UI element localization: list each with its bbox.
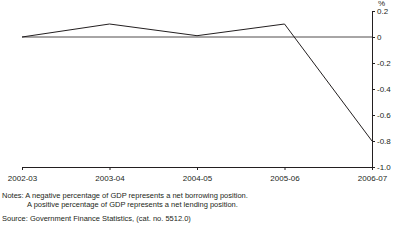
y-tick: -0.2: [372, 59, 391, 68]
x-tick-mark: [285, 167, 286, 170]
y-tick-mark: [372, 89, 375, 90]
x-tick: 2002-03: [8, 167, 38, 183]
x-tick-mark: [110, 167, 111, 170]
x-tick: 2005-06: [270, 167, 300, 183]
y-tick-label: -0.8: [377, 137, 391, 146]
note: A positive percentage of GDP represents …: [27, 200, 238, 209]
y-tick: 0.2: [372, 7, 389, 16]
x-tick-label: 2004-05: [183, 174, 213, 183]
y-tick-mark: [372, 11, 375, 12]
x-tick: 2003-04: [95, 167, 125, 183]
y-axis-line: [373, 12, 376, 168]
chart: 0.20-0.2-0.4-0.6-0.8-1.0%2002-032003-042…: [0, 0, 397, 227]
y-tick: -0.6: [372, 111, 391, 120]
y-tick: -0.4: [372, 85, 391, 94]
y-tick-mark: [372, 141, 375, 142]
y-tick-label: 0.2: [377, 7, 389, 16]
y-tick-mark: [372, 37, 375, 38]
source: Source: Government Finance Statistics, (…: [2, 214, 191, 223]
y-tick: -0.8: [372, 137, 391, 146]
y-tick-mark: [372, 63, 375, 64]
note: Notes: A negative percentage of GDP repr…: [2, 191, 248, 200]
y-tick: -1.0: [372, 163, 391, 172]
x-tick-mark: [372, 167, 373, 170]
y-tick-label: 0: [377, 33, 382, 42]
y-tick-mark: [372, 115, 375, 116]
y-tick-label: -0.2: [377, 59, 391, 68]
x-tick: 2004-05: [183, 167, 213, 183]
x-tick-label: 2006-07: [358, 174, 388, 183]
x-tick-mark: [197, 167, 198, 170]
data-line: [22, 24, 372, 141]
x-tick-label: 2002-03: [8, 174, 38, 183]
x-tick: 2006-07: [358, 167, 388, 183]
x-tick-mark: [22, 167, 23, 170]
y-tick: 0: [372, 33, 382, 42]
y-tick-label: -1.0: [377, 163, 391, 172]
x-tick-label: 2005-06: [270, 174, 300, 183]
plot-area: [22, 24, 372, 141]
y-tick-label: -0.6: [377, 111, 391, 120]
y-axis: 0.2 0 -0.2 -0.4 -0.6 -0.8 -1.0: [372, 7, 391, 172]
y-tick-label: -0.4: [377, 85, 391, 94]
zero-line: [22, 37, 372, 38]
y-axis-title: %: [378, 0, 385, 8]
x-axis: 2002-03 2003-04 2004-05 2005-06 2006-07: [8, 167, 388, 183]
x-tick-label: 2003-04: [95, 174, 125, 183]
